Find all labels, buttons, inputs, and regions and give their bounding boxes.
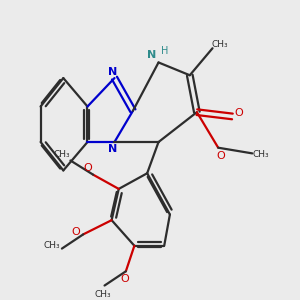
Text: N: N [108, 67, 118, 77]
Text: N: N [108, 144, 118, 154]
Text: CH₃: CH₃ [211, 40, 228, 49]
Text: N: N [147, 50, 156, 60]
Text: O: O [120, 274, 129, 284]
Text: H: H [160, 46, 168, 56]
Text: O: O [234, 108, 243, 118]
Text: CH₃: CH₃ [95, 290, 111, 298]
Text: CH₃: CH₃ [253, 150, 269, 159]
Text: O: O [72, 226, 80, 236]
Text: CH₃: CH₃ [44, 241, 60, 250]
Text: O: O [217, 151, 225, 161]
Text: O: O [84, 163, 92, 172]
Text: CH₃: CH₃ [54, 150, 70, 159]
